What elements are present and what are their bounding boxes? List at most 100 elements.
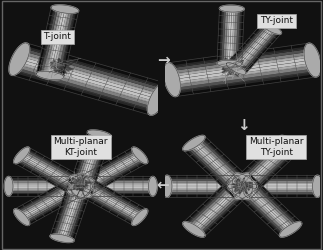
Polygon shape [28,147,92,184]
Polygon shape [80,159,145,196]
Polygon shape [173,66,314,88]
Polygon shape [183,149,237,199]
Polygon shape [279,136,302,151]
Polygon shape [75,182,140,218]
Polygon shape [234,28,272,68]
Polygon shape [237,196,318,197]
Polygon shape [72,181,94,241]
Polygon shape [56,178,78,238]
Polygon shape [167,177,248,179]
Polygon shape [69,189,134,225]
Polygon shape [28,189,92,225]
Text: ←: ← [157,178,170,192]
Polygon shape [9,181,86,183]
Polygon shape [199,184,253,234]
Polygon shape [175,74,316,96]
Text: Multi-planar
TY-joint: Multi-planar TY-joint [249,137,304,157]
Polygon shape [169,46,310,68]
Polygon shape [20,181,85,217]
Polygon shape [167,186,248,188]
Polygon shape [183,222,205,237]
Polygon shape [221,8,226,64]
Polygon shape [81,161,146,197]
Polygon shape [149,176,157,196]
Polygon shape [75,190,153,191]
Polygon shape [24,185,89,221]
Polygon shape [244,176,298,226]
Polygon shape [74,153,139,189]
Polygon shape [57,10,74,77]
Polygon shape [228,136,282,186]
Polygon shape [77,174,93,190]
Polygon shape [237,186,318,188]
Polygon shape [237,188,318,190]
Polygon shape [62,179,84,239]
Polygon shape [248,174,301,224]
Polygon shape [167,196,248,197]
Polygon shape [68,174,84,190]
Polygon shape [171,54,312,77]
Polygon shape [170,52,311,74]
Polygon shape [24,151,89,188]
Polygon shape [9,188,86,190]
Polygon shape [237,179,318,181]
Polygon shape [22,51,162,94]
Polygon shape [24,46,164,88]
Polygon shape [190,144,244,194]
Polygon shape [237,192,318,194]
Polygon shape [87,136,109,196]
Polygon shape [187,176,240,226]
Polygon shape [68,180,90,240]
Polygon shape [238,29,275,70]
Polygon shape [217,8,222,64]
Polygon shape [50,58,73,76]
Polygon shape [52,10,69,76]
Polygon shape [172,57,312,80]
Polygon shape [228,186,282,236]
Polygon shape [231,26,268,67]
Polygon shape [9,190,86,191]
Polygon shape [232,9,236,64]
Polygon shape [238,9,242,64]
Polygon shape [196,182,249,232]
Polygon shape [225,8,230,64]
Polygon shape [189,177,242,227]
Polygon shape [39,8,56,74]
Polygon shape [196,141,249,191]
Polygon shape [262,22,281,34]
Polygon shape [55,10,72,76]
Polygon shape [167,188,248,190]
Polygon shape [19,56,159,99]
Polygon shape [70,149,135,185]
Polygon shape [167,190,248,192]
Polygon shape [167,181,248,182]
Polygon shape [58,178,80,238]
Polygon shape [52,177,74,236]
Polygon shape [187,147,240,196]
Polygon shape [75,176,153,178]
Polygon shape [203,136,256,186]
Polygon shape [220,57,246,76]
Polygon shape [79,158,143,194]
Polygon shape [217,60,242,67]
Polygon shape [16,161,80,197]
Polygon shape [201,137,255,187]
Polygon shape [59,10,76,77]
Polygon shape [43,8,60,75]
Polygon shape [23,183,88,220]
Polygon shape [18,158,83,194]
Polygon shape [229,9,234,64]
Polygon shape [167,184,248,186]
Polygon shape [26,149,91,185]
Polygon shape [197,140,251,190]
Polygon shape [76,155,141,192]
Polygon shape [78,179,142,216]
Polygon shape [75,184,153,186]
Polygon shape [12,72,151,115]
Polygon shape [80,177,145,213]
Polygon shape [26,43,165,86]
Polygon shape [25,186,90,222]
Polygon shape [21,54,160,96]
Polygon shape [230,185,284,235]
Polygon shape [304,43,321,77]
